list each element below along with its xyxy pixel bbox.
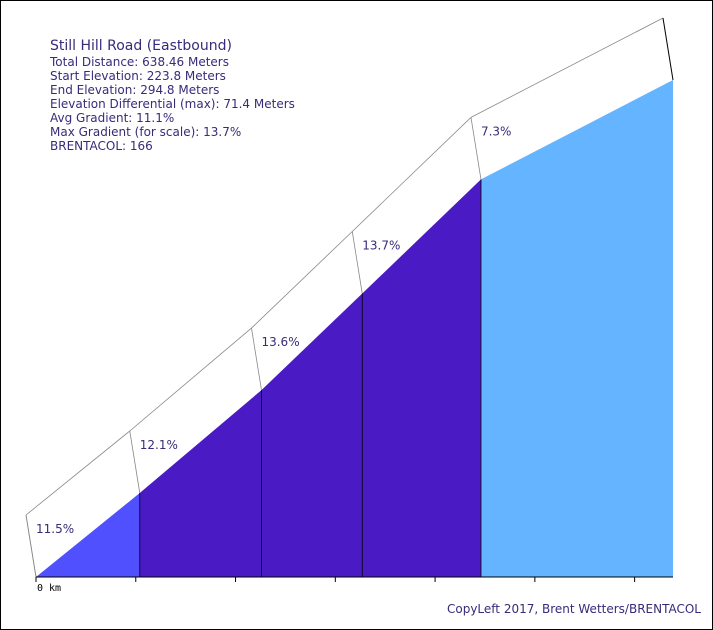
stat-total-distance: Total Distance: 638.46 Meters [50,55,229,69]
segment-connector-2 [129,430,141,494]
segment-fill-3 [261,293,363,577]
segment-back-edge-4 [351,117,472,232]
stat-start-elevation: Start Elevation: 223.8 Meters [50,69,226,83]
segment-back-edge-3 [251,231,353,329]
gradient-label-2: 12.1% [140,438,178,452]
gradient-label-3: 13.6% [261,335,299,349]
gradient-label-4: 13.7% [362,239,400,253]
segment-fill-5 [480,80,673,577]
segment-fill-1 [36,493,140,577]
stat-end-elevation: End Elevation: 294.8 Meters [50,83,220,97]
start-connector [25,514,37,578]
stat-max-gradient: Max Gradient (for scale): 13.7% [50,125,242,139]
segment-fill-2 [139,390,262,577]
segment-connector-5 [470,117,482,180]
segment-connector-3 [251,328,262,391]
segment-3d-walls [25,17,674,578]
segment-fill-4 [362,179,481,577]
gradient-label-5: 7.3% [481,124,512,138]
segment-back-edge-2 [129,327,252,432]
chart-title: Still Hill Road (Eastbound) [50,38,232,54]
stat-brentacol: BRENTACOL: 166 [50,139,153,153]
stat-elevation-differential: Elevation Differential (max): 71.4 Meter… [50,97,295,111]
gradient-labels: 11.5% 12.1% 13.6% 13.7% 7.3% [36,124,511,536]
x-axis: 0 km [35,576,673,594]
x-tick-label-0: 0 km [37,583,61,594]
segment-back-edge-1 [25,430,131,516]
end-connector [662,17,674,81]
stat-avg-gradient: Avg Gradient: 11.1% [50,111,175,125]
gradient-label-1: 11.5% [36,522,74,536]
segment-connector-4 [351,231,363,294]
segment-back-edge-5 [470,17,664,118]
chart-info: Still Hill Road (Eastbound) Total Distan… [50,37,295,153]
copyright-text: CopyLeft 2017, Brent Wetters/BRENTACOL [446,602,701,616]
segment-fills [36,80,673,577]
